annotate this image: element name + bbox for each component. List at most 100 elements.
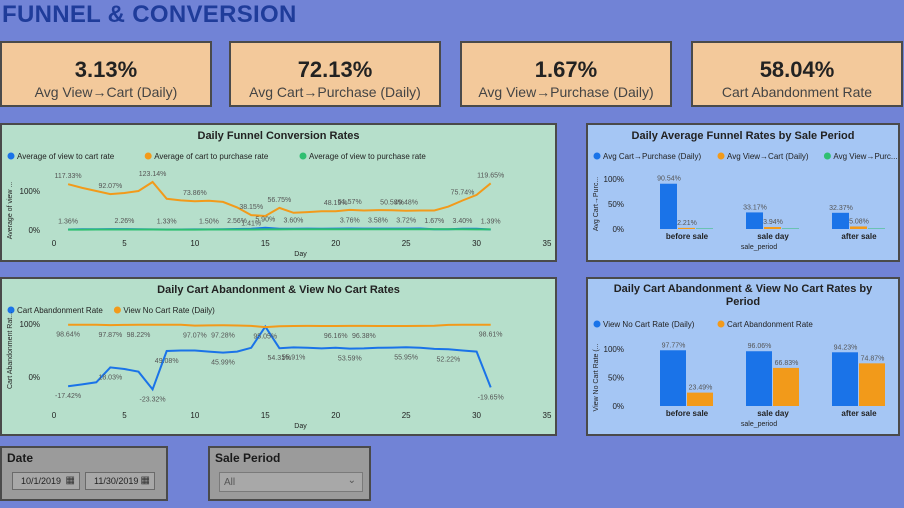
data-label: 3.40% <box>453 218 473 225</box>
kpi-card-view-to-purchase: 1.67% Avg View→Purchase (Daily) <box>460 41 672 107</box>
x-tick-label: before sale <box>666 232 709 241</box>
x-tick-label: 10 <box>190 239 199 248</box>
x-axis-title: Day <box>294 251 307 258</box>
data-label: 90.54% <box>657 176 681 183</box>
bar <box>773 367 799 406</box>
data-label: 96.38% <box>352 333 376 340</box>
legend-label: Average of view to cart rate <box>17 152 115 161</box>
x-axis-title: sale_period <box>741 244 777 251</box>
data-label: 3.94% <box>763 219 783 226</box>
x-tick-label: 25 <box>402 411 411 420</box>
bar <box>746 212 763 229</box>
data-label: 97.77% <box>662 342 686 349</box>
bar <box>832 212 849 229</box>
legend-label: View No Cart Rate (Daily) <box>603 320 695 329</box>
calendar-icon[interactable]: ▦ <box>65 475 75 486</box>
legend-label: Avg View→Purc... <box>833 152 897 161</box>
calendar-icon[interactable]: ▦ <box>140 475 150 486</box>
page-title: FUNNEL & CONVERSION <box>2 1 297 28</box>
kpi-card-cart-abandonment: 58.04% Cart Abandonment Rate <box>691 41 903 107</box>
data-label: 54.31% <box>267 355 291 362</box>
y-tick-label: 100% <box>604 345 624 354</box>
x-axis-title: Day <box>294 423 307 430</box>
data-label: 49.08% <box>155 358 179 365</box>
data-label: 49.48% <box>394 200 418 207</box>
legend-label: Average of cart to purchase rate <box>154 152 269 161</box>
x-tick-label: 20 <box>331 239 340 248</box>
bar <box>850 226 867 229</box>
kpi-value: 58.04% <box>759 57 835 82</box>
data-label: 66.83% <box>775 360 799 367</box>
data-label: 38.15% <box>239 204 263 211</box>
x-tick-label: 15 <box>261 239 270 248</box>
legend-marker <box>299 152 307 160</box>
data-label: 5.90% <box>255 217 275 224</box>
chart-title: Daily Average Funnel Rates by Sale Perio… <box>632 130 855 142</box>
data-label: 1.41% <box>241 220 261 227</box>
data-label: 48.19% <box>324 200 348 207</box>
x-tick-label: 5 <box>122 411 127 420</box>
x-tick-label: 35 <box>543 411 552 420</box>
x-tick-label: 30 <box>472 239 481 248</box>
data-label: 2.56% <box>227 218 247 225</box>
data-label: 1.39% <box>481 218 501 225</box>
legend-marker <box>717 152 725 160</box>
kpi-label: Avg Cart→Purchase (Daily) <box>249 84 421 100</box>
date-end-value: 11/30/2019 <box>94 476 139 486</box>
y-axis-title: Average of view ... <box>7 182 14 240</box>
y-tick-label: 100% <box>20 320 40 329</box>
x-tick-label: 5 <box>122 239 127 248</box>
data-label: 45.99% <box>211 360 235 367</box>
legend-marker <box>717 320 725 328</box>
bar <box>782 228 799 229</box>
abandonment-by-sale-period-panel: Daily Cart Abandonment & View No Cart Ra… <box>586 277 900 436</box>
y-tick-label: 0% <box>28 226 40 235</box>
chart-title: Daily Cart Abandonment & View No Cart Ra… <box>157 284 400 296</box>
data-label: 52.22% <box>437 356 461 363</box>
data-label: 119.65% <box>477 172 504 179</box>
data-label: 1.67% <box>424 218 444 225</box>
funnel-by-sale-period-panel: Daily Average Funnel Rates by Sale Perio… <box>586 123 900 262</box>
data-label: 56.75% <box>267 197 291 204</box>
daily-funnel-line-chart: Daily Funnel Conversion Rates Average of … <box>7 130 552 258</box>
x-tick-label: 30 <box>472 411 481 420</box>
data-label: 3.72% <box>396 218 416 225</box>
y-tick-label: 100% <box>20 187 40 196</box>
data-label: 53.59% <box>338 356 362 363</box>
date-start-input[interactable]: 10/1/2019 ▦ <box>12 472 80 490</box>
y-axis-title: Cart Abandonment Rat... <box>7 312 14 389</box>
legend-marker <box>7 152 15 160</box>
x-tick-label: after sale <box>841 409 877 418</box>
data-label: 32.37% <box>829 205 853 212</box>
data-label: 73.86% <box>183 190 207 197</box>
sale-period-dropdown[interactable]: All ⌄ <box>219 472 363 492</box>
y-axis-title: View No Cart Rate (... <box>593 343 600 411</box>
data-label: 55.91% <box>282 354 306 361</box>
data-label: 92.07% <box>98 183 122 190</box>
date-end-input[interactable]: 11/30/2019 ▦ <box>85 472 155 490</box>
series-line <box>68 323 491 329</box>
legend-marker <box>593 152 601 160</box>
bar <box>687 392 713 406</box>
data-label: 50.59% <box>380 199 404 206</box>
data-label: 75.74% <box>451 189 475 196</box>
data-label: 97.28% <box>211 332 235 339</box>
kpi-card-cart-to-purchase: 72.13% Avg Cart→Purchase (Daily) <box>229 41 441 107</box>
chart-title: Daily Cart Abandonment & View No Cart Ra… <box>614 283 873 295</box>
data-label: 51.57% <box>338 199 362 206</box>
data-label: 18.03% <box>98 374 122 381</box>
data-label: 1.50% <box>199 218 219 225</box>
data-label: 33.17% <box>743 204 767 211</box>
x-tick-label: 35 <box>543 239 552 248</box>
series-line <box>67 180 492 218</box>
funnel-by-sale-period-bar-chart: Daily Average Funnel Rates by Sale Perio… <box>593 130 898 251</box>
x-tick-label: before sale <box>666 409 709 418</box>
data-label: 2.21% <box>677 220 697 227</box>
data-label: -17.42% <box>55 393 81 400</box>
daily-abandonment-chart-panel: Daily Cart Abandonment & View No Cart Ra… <box>0 277 557 436</box>
data-label: 3.60% <box>284 218 304 225</box>
bar <box>868 228 885 229</box>
legend-label: Average of view to purchase rate <box>309 152 426 161</box>
bar <box>764 227 781 229</box>
data-label: 98.64% <box>56 332 80 339</box>
